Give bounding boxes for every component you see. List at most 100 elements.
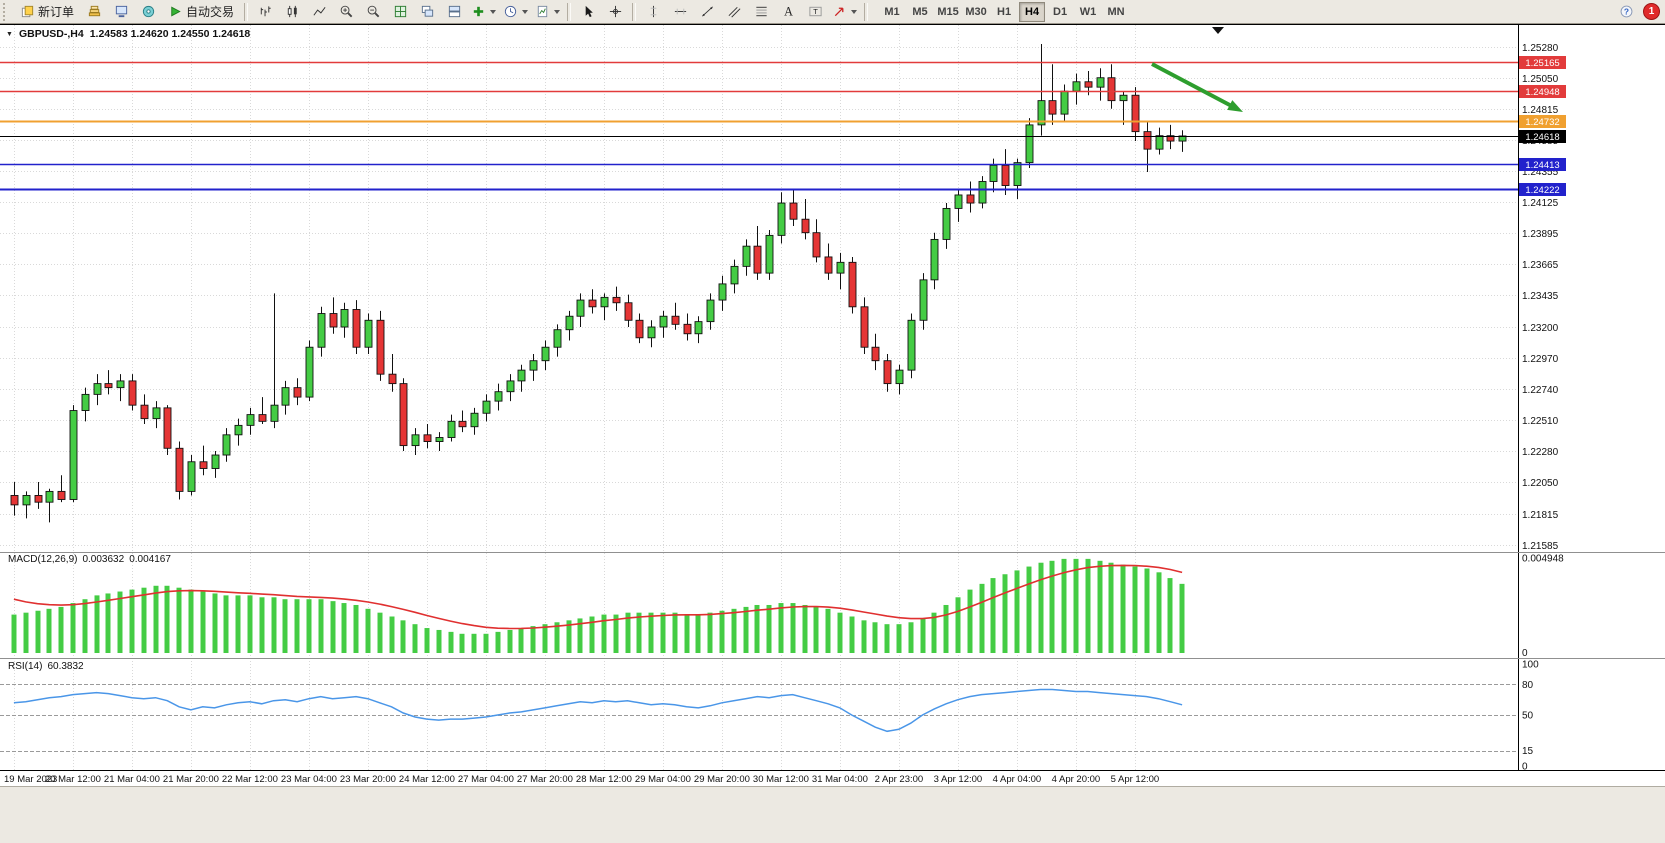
fibonacci-tool-button[interactable] — [748, 1, 774, 23]
cursor-tool-button[interactable] — [575, 1, 601, 23]
bullish-candle — [317, 313, 326, 348]
annotation-arrow-head[interactable] — [1227, 100, 1243, 112]
candlestick-chart-button[interactable] — [279, 1, 305, 23]
macd-histogram-bar — [695, 614, 701, 653]
label-tool-button[interactable]: T — [802, 1, 828, 23]
tile-horizontal-button[interactable] — [441, 1, 467, 23]
bar-chart-button[interactable] — [252, 1, 278, 23]
timeframe-button-h4[interactable]: H4 — [1019, 1, 1046, 22]
vertical-line-tool-button[interactable] — [640, 1, 666, 23]
bullish-candle — [1119, 94, 1128, 102]
macd-histogram-bar — [754, 604, 760, 653]
zoom-in-icon — [339, 4, 354, 19]
timeframe-button-m5[interactable]: M5 — [912, 5, 928, 18]
macd-histogram-bar — [920, 618, 926, 653]
bearish-candle — [671, 315, 680, 325]
new-order-label: 新订单 — [38, 5, 75, 19]
zoom-in-button[interactable] — [333, 1, 359, 23]
macd-histogram-bar — [577, 618, 583, 653]
navigator-button[interactable] — [135, 1, 161, 23]
bullish-candle — [647, 326, 656, 339]
bearish-candle — [871, 346, 880, 362]
rsi-indicator-label: RSI(14) 60.3832 — [8, 661, 84, 672]
macd-histogram-bar — [436, 629, 442, 653]
macd-histogram-bar — [672, 612, 678, 653]
indicators-button[interactable] — [468, 1, 499, 23]
text-tool-button[interactable]: A — [775, 1, 801, 23]
new-order-button[interactable]: 新订单 — [14, 1, 80, 23]
symbol-dropdown-icon[interactable]: ▼ — [6, 30, 13, 38]
bearish-candle — [175, 447, 184, 492]
help-button[interactable]: ? — [1613, 1, 1639, 23]
bullish-candle — [730, 265, 739, 285]
macd-histogram-bar — [412, 624, 418, 653]
timeframe-button-mn[interactable]: MN — [1107, 5, 1125, 18]
line-chart-button[interactable] — [306, 1, 332, 23]
tile-windows-button[interactable] — [387, 1, 413, 23]
templates-button[interactable] — [532, 1, 563, 23]
macd-histogram-bar — [648, 612, 654, 653]
bullish-candle — [234, 424, 243, 436]
time-axis-label: 29 Mar 20:00 — [694, 774, 750, 785]
macd-histogram-bar — [896, 624, 902, 653]
chevron-down-icon — [554, 9, 561, 14]
macd-histogram-bar — [389, 616, 395, 653]
chart-ohlc-quotes: 1.24583 1.24620 1.24550 1.24618 — [89, 28, 251, 40]
bearish-candle — [824, 256, 833, 274]
data-window-button[interactable] — [108, 1, 134, 23]
bullish-candle — [765, 234, 774, 274]
toolbar-drag-handle[interactable] — [3, 2, 10, 21]
crosshair-tool-button[interactable] — [602, 1, 628, 23]
price-level-tag-label: 1.24618 — [1525, 132, 1559, 143]
timeframe-button-w1[interactable]: W1 — [1079, 5, 1097, 18]
bearish-candle — [104, 383, 113, 389]
chart-shift-marker[interactable] — [1212, 27, 1224, 34]
new-order-icon — [20, 4, 35, 19]
macd-histogram-bar — [11, 614, 17, 653]
bearish-candle — [57, 490, 66, 500]
price-level-tag-label: 1.24413 — [1525, 160, 1559, 171]
time-axis-label: 4 Apr 20:00 — [1052, 774, 1101, 785]
macd-histogram-bar — [542, 624, 548, 653]
timeframe-button-m1[interactable]: M1 — [884, 5, 900, 18]
macd-histogram-bar — [188, 589, 194, 653]
arrow-tool-icon — [832, 4, 847, 19]
timeframe-button-m15[interactable]: M15 — [937, 5, 959, 18]
timeframe-button-d1[interactable]: D1 — [1053, 5, 1068, 18]
channel-tool-button[interactable] — [721, 1, 747, 23]
macd-axis-label: 0 — [1522, 648, 1528, 659]
annotation-arrow-shaft[interactable] — [1151, 62, 1235, 109]
timeframe-button-m30[interactable]: M30 — [965, 5, 987, 18]
horizontal-line-tool-button[interactable] — [667, 1, 693, 23]
macd-histogram-bar — [507, 629, 513, 653]
notification-badge[interactable]: 1 — [1643, 3, 1660, 20]
macd-histogram-bar — [872, 622, 878, 653]
bearish-candle — [1001, 164, 1010, 186]
bullish-candle — [600, 296, 609, 308]
bullish-candle — [45, 490, 54, 503]
macd-histogram-bar — [459, 633, 465, 653]
price-level-tag — [1519, 85, 1566, 98]
zoom-out-button[interactable] — [360, 1, 386, 23]
macd-histogram-bar — [129, 589, 135, 653]
periods-button[interactable] — [500, 1, 531, 23]
bearish-candle — [753, 245, 762, 274]
macd-histogram-bar — [908, 622, 914, 653]
bearish-candle — [683, 323, 692, 335]
rsi-axis-label: 100 — [1522, 660, 1539, 671]
timeframe-button-h1[interactable]: H1 — [997, 5, 1012, 18]
arrows-tool-button[interactable] — [829, 1, 860, 23]
macd-histogram-bar — [566, 620, 572, 653]
cascade-windows-button[interactable] — [414, 1, 440, 23]
horizontal-line-icon — [673, 4, 688, 19]
bullish-candle — [659, 315, 668, 328]
market-watch-button[interactable] — [81, 1, 107, 23]
trendline-tool-button[interactable] — [694, 1, 720, 23]
macd-histogram-bar — [743, 606, 749, 653]
time-axis-label: 4 Apr 04:00 — [993, 774, 1042, 785]
price-axis-label: 1.22970 — [1522, 354, 1559, 365]
autotrade-button[interactable]: 自动交易 — [162, 1, 240, 23]
bullish-candle — [576, 299, 585, 317]
macd-histogram-bar — [318, 599, 324, 653]
bullish-candle — [222, 434, 231, 456]
